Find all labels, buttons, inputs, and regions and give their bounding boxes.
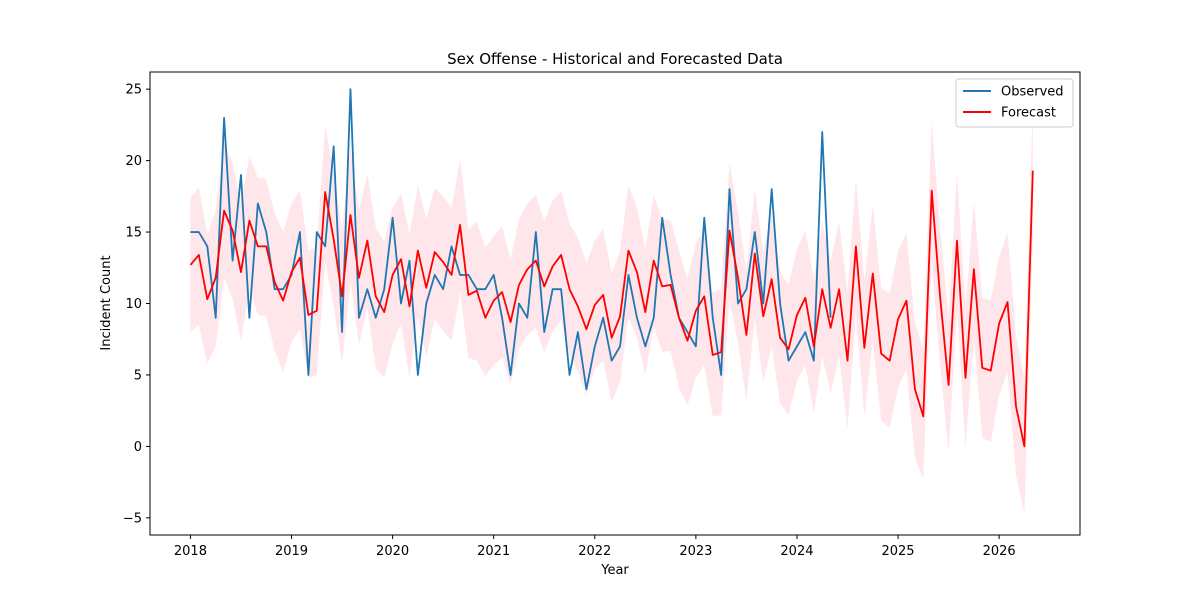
- legend-label-forecast: Forecast: [1001, 106, 1056, 121]
- y-tick-label: −5: [123, 511, 142, 526]
- forecast-confidence-band: [190, 103, 1033, 515]
- legend-label-observed: Observed: [1001, 85, 1064, 100]
- chart-title: Sex Offense - Historical and Forecasted …: [447, 50, 783, 68]
- x-axis: 2018 2019 2020 2021 2022 2023 2024 2025 2026: [174, 535, 1016, 559]
- y-tick-label: 15: [125, 226, 142, 241]
- legend: Observed Forecast: [955, 78, 1074, 128]
- y-tick-label: 5: [134, 368, 142, 383]
- x-tick-label: 2024: [780, 544, 813, 559]
- y-tick-label: 20: [125, 154, 142, 169]
- x-tick-label: 2021: [477, 544, 510, 559]
- y-tick-label: 0: [134, 440, 142, 455]
- x-tick-label: 2022: [578, 544, 611, 559]
- x-axis-label: Year: [600, 563, 629, 578]
- y-tick-label: 10: [125, 297, 142, 312]
- x-tick-label: 2023: [679, 544, 712, 559]
- forecast-series-line: [189, 170, 1034, 448]
- y-axis: −5 0 5 10 15 20 25: [123, 83, 150, 526]
- confidence-band-layer: [190, 103, 1033, 515]
- y-tick-label: 25: [125, 83, 142, 98]
- x-tick-label: 2020: [376, 544, 409, 559]
- y-axis-label: Incident Count: [99, 255, 114, 350]
- plot-area: [189, 88, 1034, 515]
- x-tick-label: 2025: [881, 544, 914, 559]
- series-lines-layer: [189, 88, 1034, 448]
- x-tick-label: 2019: [275, 544, 308, 559]
- x-tick-label: 2018: [174, 544, 207, 559]
- x-tick-label: 2026: [983, 544, 1016, 559]
